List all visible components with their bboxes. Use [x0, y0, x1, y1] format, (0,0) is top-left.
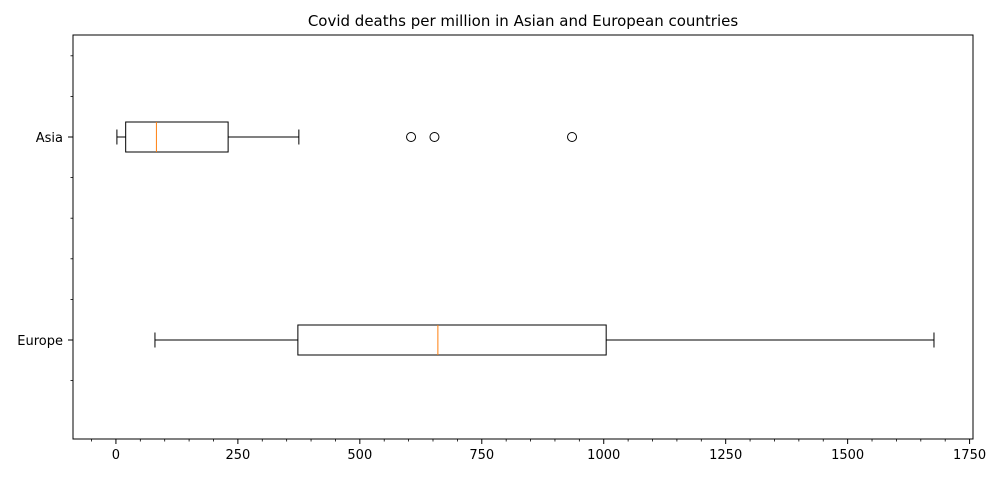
iqr-box [125, 121, 229, 153]
x-tick-label: 750 [469, 448, 494, 463]
x-tick-label: 500 [347, 448, 372, 463]
x-axis: 0 250 500 750 1000 1250 1500 1750 [91, 439, 986, 463]
x-tick-label: 1750 [953, 448, 986, 463]
y-tick-label: Asia [36, 131, 63, 146]
iqr-box [297, 324, 607, 356]
boxes [116, 121, 935, 356]
x-tick-label: 1000 [587, 448, 620, 463]
outlier-point [567, 132, 578, 142]
outlier-point [429, 132, 440, 142]
x-tick-label: 1500 [831, 448, 864, 463]
outlier-point [406, 132, 417, 142]
box-asia [116, 121, 578, 153]
x-tick-label: 250 [225, 448, 250, 463]
plot-frame [72, 34, 974, 440]
x-tick-label: 0 [112, 448, 120, 463]
y-axis: Asia Europe [17, 55, 73, 382]
x-tick-label: 1250 [709, 448, 742, 463]
y-tick-label: Europe [17, 334, 63, 349]
box-europe [154, 324, 935, 356]
chart-title: Covid deaths per million in Asian and Eu… [308, 12, 739, 30]
